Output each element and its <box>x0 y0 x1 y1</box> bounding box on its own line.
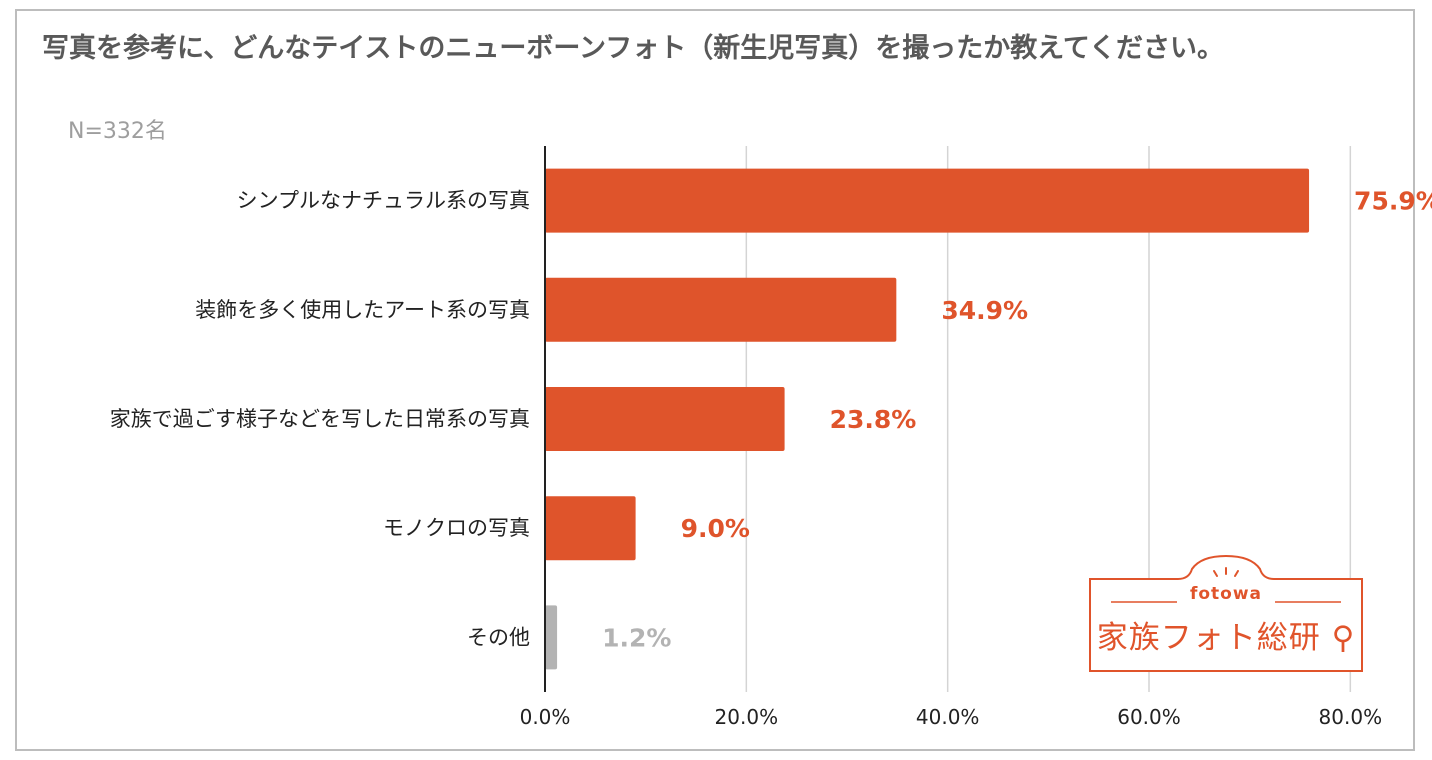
x-tick-label: 80.0% <box>1319 705 1383 729</box>
x-tick-label: 40.0% <box>916 705 980 729</box>
category-label: その他 <box>467 625 530 649</box>
value-label: 9.0% <box>681 514 750 543</box>
logo-frame <box>1089 554 1363 672</box>
x-tick-label: 60.0% <box>1117 705 1181 729</box>
value-label: 23.8% <box>830 405 917 434</box>
chart-title: 写真を参考に、どんなテイストのニューボーンフォト（新生児写真）を撮ったか教えてく… <box>42 33 1225 64</box>
value-label: 75.9% <box>1354 187 1432 216</box>
bar <box>545 605 558 670</box>
category-label: モノクロの写真 <box>383 516 530 540</box>
sun-icon <box>1213 567 1239 577</box>
x-tick-label: 0.0% <box>520 705 571 729</box>
value-label: 34.9% <box>941 296 1028 325</box>
logo-brand: fotowa <box>1189 584 1263 604</box>
magnifier-icon: ⚲ <box>1320 620 1356 656</box>
chart-subtitle: N=332名 <box>68 119 167 144</box>
logo-name: 家族フォト総研 ⚲ <box>1089 612 1363 657</box>
logo-name-text: 家族フォト総研 <box>1096 620 1321 656</box>
bar <box>545 168 1310 233</box>
bar <box>545 496 636 561</box>
value-label: 1.2% <box>602 623 671 652</box>
x-tick-label: 20.0% <box>715 705 779 729</box>
category-label: 装飾を多く使用したアート系の写真 <box>195 298 530 322</box>
bar <box>545 277 897 342</box>
fotowa-logo: fotowa 家族フォト総研 ⚲ <box>1089 554 1363 672</box>
category-label: シンプルなナチュラル系の写真 <box>237 189 530 213</box>
category-label: 家族で過ごす様子などを写した日常系の写真 <box>110 407 530 431</box>
bar <box>545 387 785 451</box>
